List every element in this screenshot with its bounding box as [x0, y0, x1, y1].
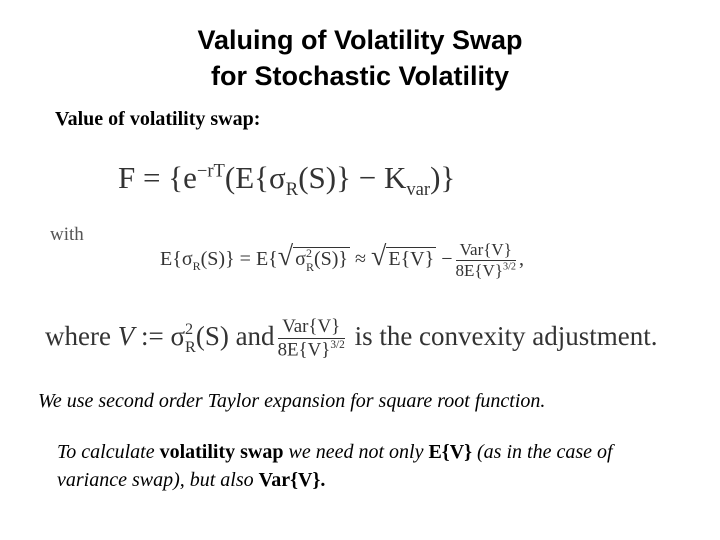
math: σ — [295, 248, 306, 271]
math: (S) — [195, 320, 229, 351]
math: (S)} — [313, 248, 348, 271]
math: E{V} — [386, 247, 437, 271]
math: − — [441, 248, 453, 271]
math: K — [383, 160, 407, 195]
math: 8E{V} — [455, 261, 503, 280]
math: R — [305, 259, 314, 274]
math: 2 — [305, 246, 312, 261]
bold-text: . — [320, 469, 326, 491]
formula: E{σR(S)} = E{√ σ 2 R (S)} ≈ √ E{V} − Var{V} 8E{… — [160, 240, 524, 281]
subheading: Value of volatility swap: — [55, 108, 261, 130]
math: − — [358, 160, 377, 195]
math: Var{V} — [455, 240, 517, 261]
math: E{ — [255, 248, 278, 271]
math: := — [140, 320, 164, 351]
math: (S)} — [200, 248, 235, 271]
math: 2 — [185, 319, 194, 338]
math: var — [406, 179, 431, 201]
math: is the convexity adjustment. — [354, 320, 658, 351]
math: R — [285, 179, 299, 201]
text: To calculate — [57, 441, 155, 463]
text: (as in the case of variance swap), but a… — [57, 441, 613, 491]
math: = — [143, 160, 161, 195]
math: = — [239, 248, 251, 271]
math: (E{σ — [224, 160, 286, 195]
math: (S)} — [298, 160, 351, 195]
math: σ — [170, 320, 186, 351]
fraction: Var{V} 8E{V}3/2 — [277, 316, 345, 361]
title-line: for Stochastic Volatility — [210, 61, 510, 91]
math: E{σ — [160, 248, 193, 271]
math: √ — [370, 241, 387, 273]
formula: F = {e−rT(E{σR(S)} − Kvar)} — [118, 160, 455, 201]
math: {e — [168, 160, 197, 195]
paragraph: To calculate volatility swap we need not… — [57, 438, 677, 494]
with-label: with — [50, 224, 84, 245]
slide-title: Valuing of Volatility Swap for Stochasti… — [0, 22, 720, 94]
math: −rT — [196, 160, 225, 182]
bold-text: Var{V} — [258, 469, 321, 491]
math: R — [185, 337, 196, 356]
math: , — [519, 248, 525, 271]
math: 8E{V} — [277, 339, 331, 361]
bold-text: E{V} — [428, 441, 473, 463]
math: V — [117, 320, 135, 351]
taylor-note: We use second order Taylor expansion for… — [38, 390, 546, 412]
bold-text: volatility swap — [159, 441, 284, 463]
math: 3/2 — [330, 339, 345, 351]
fraction: Var{V} 8E{V}3/2 — [455, 240, 517, 281]
formula: where V := σ 2 R (S) and Var{V} 8E{V}3/2 is t… — [45, 316, 658, 361]
math: and — [235, 320, 275, 351]
denominator: 8E{V}3/2 — [278, 339, 345, 361]
denominator: 8E{V}3/2 — [456, 261, 517, 281]
math: ≈ — [355, 248, 366, 271]
math: R — [192, 259, 201, 274]
math: Var{V} — [277, 316, 345, 339]
radicand: σ 2 R (S)} — [293, 246, 350, 274]
math: √ — [277, 241, 294, 273]
math: 3/2 — [502, 261, 517, 273]
title-line: Valuing of Volatility Swap — [197, 25, 523, 55]
text: we need not only — [288, 441, 424, 463]
math: where — [45, 320, 111, 351]
math: )} — [430, 160, 456, 195]
math: F — [118, 160, 136, 195]
